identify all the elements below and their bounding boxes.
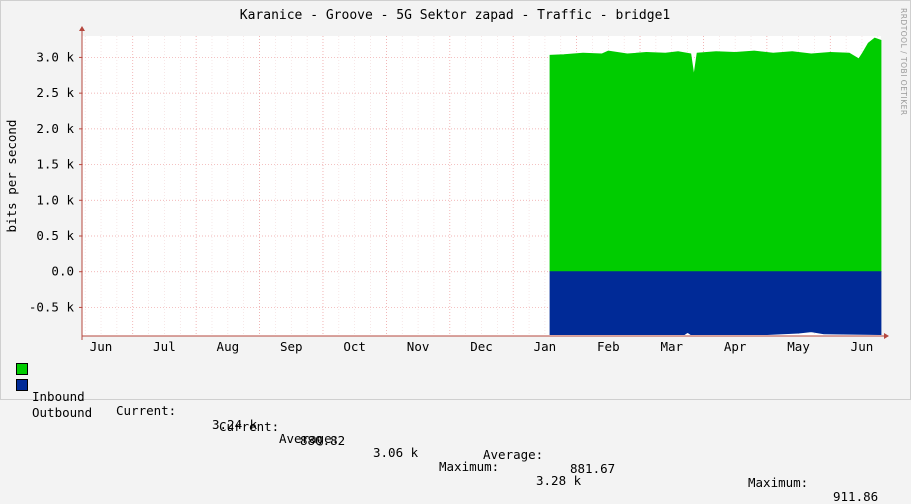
x-tick-label: Feb [597, 339, 620, 354]
y-axis-label: bits per second [4, 120, 19, 233]
x-tick-label: Oct [343, 339, 366, 354]
rrdtool-watermark: RRDTOOL / TOBI OETIKER [899, 8, 908, 116]
x-tick-label: Nov [407, 339, 430, 354]
legend-outbound-row: Outbound Current: 880.82 Average: 881.67… [16, 378, 878, 504]
outbound-maximum-value: 911.86 [833, 489, 879, 504]
y-tick-label: 3.0 k [36, 49, 74, 64]
inbound-average-value: 3.06 k [373, 445, 419, 460]
y-tick-label: 0.5 k [36, 228, 74, 243]
legend-inbound-row: Inbound Current: 3.24 k Average: 3.06 k … [16, 362, 581, 488]
outbound-average-value: 881.67 [570, 461, 616, 476]
area-outbound [549, 271, 882, 336]
traffic-chart: 3.0 k 2.5 k 2.0 k 1.5 k 1.0 k 0.5 k 0.0 -0.5 k J… [4, 8, 889, 354]
y-tick-label: 2.5 k [36, 85, 74, 100]
x-tick-label: May [787, 339, 810, 354]
outbound-name: Outbound [32, 405, 93, 420]
x-tick-label: Apr [724, 339, 747, 354]
x-tick-label: Jun [851, 339, 874, 354]
inbound-swatch [16, 363, 28, 375]
inbound-name: Inbound [32, 389, 85, 404]
y-tick-label: 2.0 k [36, 121, 74, 136]
outbound-current-value: 880.82 [300, 433, 346, 448]
x-tick-label: Jun [90, 339, 113, 354]
inbound-maximum-label: Maximum: [439, 459, 500, 474]
outbound-maximum-label: Maximum: [748, 475, 809, 490]
y-axis-arrow [79, 26, 85, 31]
area-inbound [549, 37, 882, 273]
y-tick-label: 1.0 k [36, 192, 74, 207]
x-tick-label: Sep [280, 339, 303, 354]
outbound-average-label: Average: [483, 447, 544, 462]
x-axis-arrow [884, 333, 889, 339]
x-tick-label: Mar [660, 339, 683, 354]
inbound-maximum-value: 3.28 k [536, 473, 582, 488]
x-tick-label: Jul [153, 339, 176, 354]
y-tick-label: 1.5 k [36, 157, 74, 172]
y-tick-label: -0.5 k [29, 299, 75, 314]
outbound-current-label: Current: [219, 419, 280, 434]
x-tick-label: Aug [217, 339, 240, 354]
outbound-swatch [16, 379, 28, 391]
x-tick-label: Jan [534, 339, 557, 354]
inbound-current-label: Current: [116, 403, 177, 418]
x-tick-label: Dec [470, 339, 493, 354]
y-tick-label: 0.0 [51, 264, 74, 279]
chart-title: Karanice - Groove - 5G Sektor zapad - Tr… [240, 8, 670, 23]
